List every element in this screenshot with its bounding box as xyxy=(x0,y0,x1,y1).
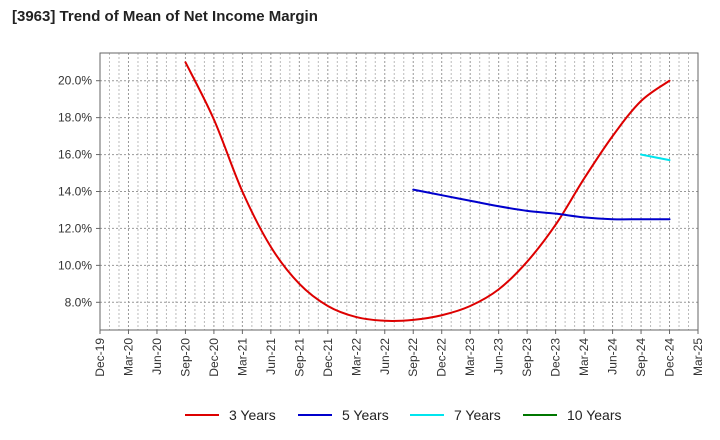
legend-label: 5 Years xyxy=(342,407,389,423)
x-tick-label: Mar-21 xyxy=(235,338,249,376)
legend: 3 Years 5 Years 7 Years 10 Years xyxy=(0,404,720,426)
legend-swatch xyxy=(410,414,444,416)
legend-label: 10 Years xyxy=(567,407,622,423)
legend-label: 7 Years xyxy=(454,407,501,423)
y-tick-label: 20.0% xyxy=(58,74,92,88)
x-tick-label: Dec-19 xyxy=(93,338,107,377)
x-tick-label: Mar-23 xyxy=(463,338,477,376)
x-tick-label: Mar-25 xyxy=(691,338,705,376)
legend-swatch xyxy=(185,414,219,416)
x-tick-label: Jun-22 xyxy=(378,338,392,375)
x-tick-label: Sep-24 xyxy=(634,338,648,377)
y-tick-label: 10.0% xyxy=(58,258,92,272)
legend-item-7-years: 7 Years xyxy=(410,404,501,426)
x-tick-label: Dec-21 xyxy=(321,338,335,377)
x-tick-label: Mar-22 xyxy=(349,338,363,376)
chart-title: [3963] Trend of Mean of Net Income Margi… xyxy=(12,8,318,25)
x-tick-label: Sep-20 xyxy=(178,338,192,377)
x-tick-label: Dec-22 xyxy=(435,338,449,377)
y-tick-label: 8.0% xyxy=(65,295,93,309)
x-tick-label: Mar-20 xyxy=(121,338,135,376)
legend-swatch xyxy=(523,414,557,416)
series-line-7-years xyxy=(640,153,671,162)
legend-item-3-years: 3 Years xyxy=(185,404,276,426)
legend-swatch xyxy=(298,414,332,416)
x-tick-label: Dec-23 xyxy=(549,338,563,377)
plot-area xyxy=(100,53,698,330)
y-tick-label: 16.0% xyxy=(58,148,92,162)
y-tick-label: 12.0% xyxy=(58,221,92,235)
legend-label: 3 Years xyxy=(229,407,276,423)
x-tick-label: Jun-20 xyxy=(150,338,164,375)
y-tick-label: 18.0% xyxy=(58,111,92,125)
x-tick-label: Sep-21 xyxy=(292,338,306,377)
x-tick-label: Dec-20 xyxy=(207,338,221,377)
legend-item-10-years: 10 Years xyxy=(523,404,622,426)
x-tick-label: Jun-24 xyxy=(606,338,620,375)
x-tick-label: Sep-22 xyxy=(406,338,420,377)
x-tick-label: Mar-24 xyxy=(577,338,591,376)
y-axis: 8.0% 10.0% 12.0% 14.0% 16.0% 18.0% 20.0% xyxy=(58,74,100,309)
x-tick-label: Dec-24 xyxy=(663,338,677,377)
x-tick-label: Jun-21 xyxy=(264,338,278,375)
x-tick-label: Jun-23 xyxy=(492,338,506,375)
y-tick-label: 14.0% xyxy=(58,185,92,199)
x-tick-label: Sep-23 xyxy=(520,338,534,377)
legend-item-5-years: 5 Years xyxy=(298,404,389,426)
series-line-3-years xyxy=(184,61,671,322)
x-axis: Dec-19 Mar-20 Jun-20 Sep-20 Dec-20 Mar-21 Jun-… xyxy=(93,330,705,377)
series-line-5-years xyxy=(412,188,671,221)
series-group xyxy=(184,61,671,322)
